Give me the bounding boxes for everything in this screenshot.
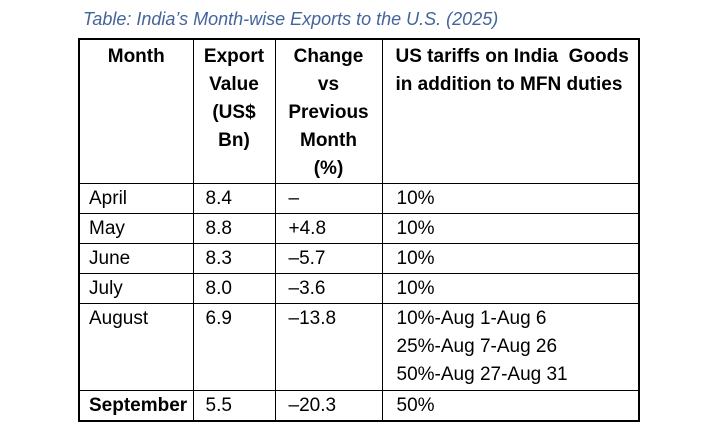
cell-month: September xyxy=(78,390,194,422)
table-caption: Table: India’s Month-wise Exports to the… xyxy=(83,9,499,29)
cell-export-value: 8.0 xyxy=(192,273,276,304)
cell-change: –13.8 xyxy=(274,303,383,391)
table-row-june: June 8.3 –5.7 10% xyxy=(78,243,640,274)
cell-month: June xyxy=(78,243,194,274)
cell-tariff: 10%-Aug 1-Aug 6 25%-Aug 7-Aug 26 50%-Aug… xyxy=(381,303,640,391)
cell-tariff: 10% xyxy=(381,183,640,214)
cell-month: April xyxy=(78,183,194,214)
table-row-july: July 8.0 –3.6 10% xyxy=(78,273,640,304)
cell-export-value: 6.9 xyxy=(192,303,276,391)
header-export-value: Export Value (US$ Bn) xyxy=(192,38,276,184)
cell-change: – xyxy=(274,183,383,214)
cell-export-value: 5.5 xyxy=(192,390,276,422)
cell-month: August xyxy=(78,303,194,391)
cell-change: +4.8 xyxy=(274,213,383,244)
header-tariffs: US tariffs on India Goods in addition to… xyxy=(381,38,640,184)
cell-tariff: 50% xyxy=(381,390,640,422)
cell-tariff: 10% xyxy=(381,213,640,244)
cell-export-value: 8.4 xyxy=(192,183,276,214)
cell-change: –5.7 xyxy=(274,243,383,274)
cell-tariff: 10% xyxy=(381,273,640,304)
cell-month: May xyxy=(78,213,194,244)
cell-change: –3.6 xyxy=(274,273,383,304)
table-row-may: May 8.8 +4.8 10% xyxy=(78,213,640,244)
cell-month: July xyxy=(78,273,194,304)
table-row-august: August 6.9 –13.8 10%-Aug 1-Aug 6 25%-Aug… xyxy=(78,303,640,391)
table-row-april: April 8.4 – 10% xyxy=(78,183,640,214)
table-header-row: Month Export Value (US$ Bn) Change vs Pr… xyxy=(78,38,640,184)
header-change: Change vs Previous Month (%) xyxy=(274,38,383,184)
header-month: Month xyxy=(78,38,194,184)
cell-tariff: 10% xyxy=(381,243,640,274)
table-row-september: September 5.5 –20.3 50% xyxy=(78,390,640,422)
exports-table: Month Export Value (US$ Bn) Change vs Pr… xyxy=(78,38,640,422)
cell-export-value: 8.8 xyxy=(192,213,276,244)
cell-export-value: 8.3 xyxy=(192,243,276,274)
cell-change: –20.3 xyxy=(274,390,383,422)
